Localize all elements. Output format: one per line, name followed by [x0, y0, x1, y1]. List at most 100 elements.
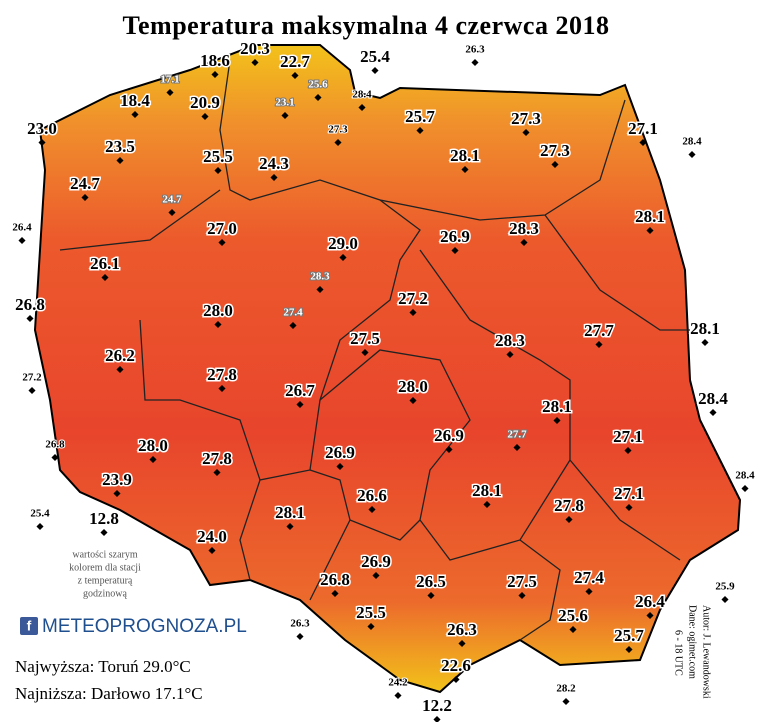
station-value: 24.7: [70, 174, 100, 193]
station-value: 27.3: [511, 109, 541, 128]
station-value: 23.9: [102, 470, 132, 489]
station-value: 28.1: [635, 207, 665, 226]
station-value: 28.1: [472, 481, 502, 500]
station-marker: [458, 639, 466, 648]
station-value: 23.1: [275, 97, 294, 109]
station-value: 27.4: [283, 307, 303, 319]
station-marker: [149, 455, 157, 464]
station-value: 26.5: [416, 572, 446, 591]
station-marker: [394, 691, 402, 700]
station-marker: [101, 273, 109, 282]
station-value: 27.4: [574, 568, 604, 587]
station-marker: [409, 308, 417, 317]
station-marker: [569, 625, 577, 634]
station-value: 17.1: [160, 74, 179, 86]
station-marker: [51, 453, 59, 462]
station-value: 25.6: [558, 606, 588, 625]
station-marker: [218, 384, 226, 393]
station-value: 28.4: [352, 89, 372, 101]
station-marker: [624, 446, 632, 455]
station-marker: [166, 88, 174, 97]
station-marker: [168, 208, 176, 217]
station-value: 28.1: [690, 319, 720, 338]
station-marker: [26, 314, 34, 323]
station-marker: [452, 675, 460, 684]
station-marker: [371, 66, 379, 75]
station-marker: [461, 165, 469, 174]
station-value: 26.1: [90, 254, 120, 273]
station-marker: [513, 443, 521, 452]
station-marker: [314, 93, 322, 102]
station-value: 27.5: [507, 572, 537, 591]
station-marker: [116, 365, 124, 374]
station-marker: [409, 396, 417, 405]
station-marker: [372, 571, 380, 580]
station-marker: [214, 166, 222, 175]
station-value: 22.6: [441, 656, 471, 675]
station-marker: [518, 591, 526, 600]
station-value: 27.0: [207, 219, 237, 238]
station-value: 26.8: [45, 439, 65, 451]
station-marker: [211, 70, 219, 79]
station-marker: [36, 522, 44, 531]
station-value: 27.5: [350, 329, 380, 348]
station-marker: [553, 416, 561, 425]
station-value: 28.3: [310, 271, 330, 283]
station-marker: [646, 226, 654, 235]
station-value: 26.2: [105, 346, 135, 365]
region-borders: [59, 59, 690, 641]
station-marker: [113, 489, 121, 498]
station-marker: [208, 546, 216, 555]
note-line: kolorem dla stacji: [69, 562, 141, 573]
station-marker: [562, 697, 570, 706]
station-value: 26.4: [12, 222, 32, 234]
station-value: 27.1: [628, 119, 658, 138]
station-marker: [281, 111, 289, 120]
station-marker: [368, 505, 376, 514]
station-marker: [506, 350, 514, 359]
station-value: 26.4: [635, 592, 665, 611]
station-marker: [595, 340, 603, 349]
title: Temperatura maksymalna 4 czerwca 2018: [123, 11, 610, 40]
station-marker: [331, 589, 339, 598]
station-marker: [289, 321, 297, 330]
station-marker: [358, 103, 366, 112]
lowest: Najniższa: Darłowo 17.1°C: [15, 684, 203, 703]
station-marker: [688, 150, 696, 159]
station-value: 29.0: [328, 234, 358, 253]
station-marker: [286, 522, 294, 531]
station-value: 25.7: [614, 626, 644, 645]
credit: 6 - 18 UTC: [673, 630, 684, 676]
station-value: 28.4: [735, 470, 755, 482]
station-value: 28.0: [203, 301, 233, 320]
station-value: 27.7: [507, 429, 527, 441]
station-marker: [367, 622, 375, 631]
station-value: 28.3: [509, 219, 539, 238]
station-marker: [270, 173, 278, 182]
station-value: 27.2: [398, 289, 428, 308]
stations: 18.6 20.3 22.7 25.4 26.3 17.1 25.6 18.4 20.9 28.4…: [11, 37, 756, 722]
station-value: 26.6: [357, 486, 387, 505]
station-marker: [214, 320, 222, 329]
station-value: 26.3: [465, 44, 485, 56]
station-marker: [334, 138, 342, 147]
station-marker: [296, 400, 304, 409]
station-marker: [296, 632, 304, 641]
station-marker: [100, 528, 108, 537]
station-value: 24.3: [259, 154, 289, 173]
station-value: 26.7: [285, 381, 315, 400]
station-marker: [213, 468, 221, 477]
country: [33, 44, 742, 694]
note-line: wartości szarym: [72, 549, 137, 560]
station-value: 26.9: [325, 443, 355, 462]
note-line: z temperaturą: [78, 575, 133, 586]
station-value: 28.4: [698, 389, 728, 408]
station-value: 27.1: [613, 427, 643, 446]
station-value: 25.4: [360, 47, 390, 66]
station-marker: [585, 587, 593, 596]
station-value: 25.5: [356, 603, 386, 622]
station-marker: [433, 715, 441, 722]
station-value: 25.6: [308, 79, 328, 91]
